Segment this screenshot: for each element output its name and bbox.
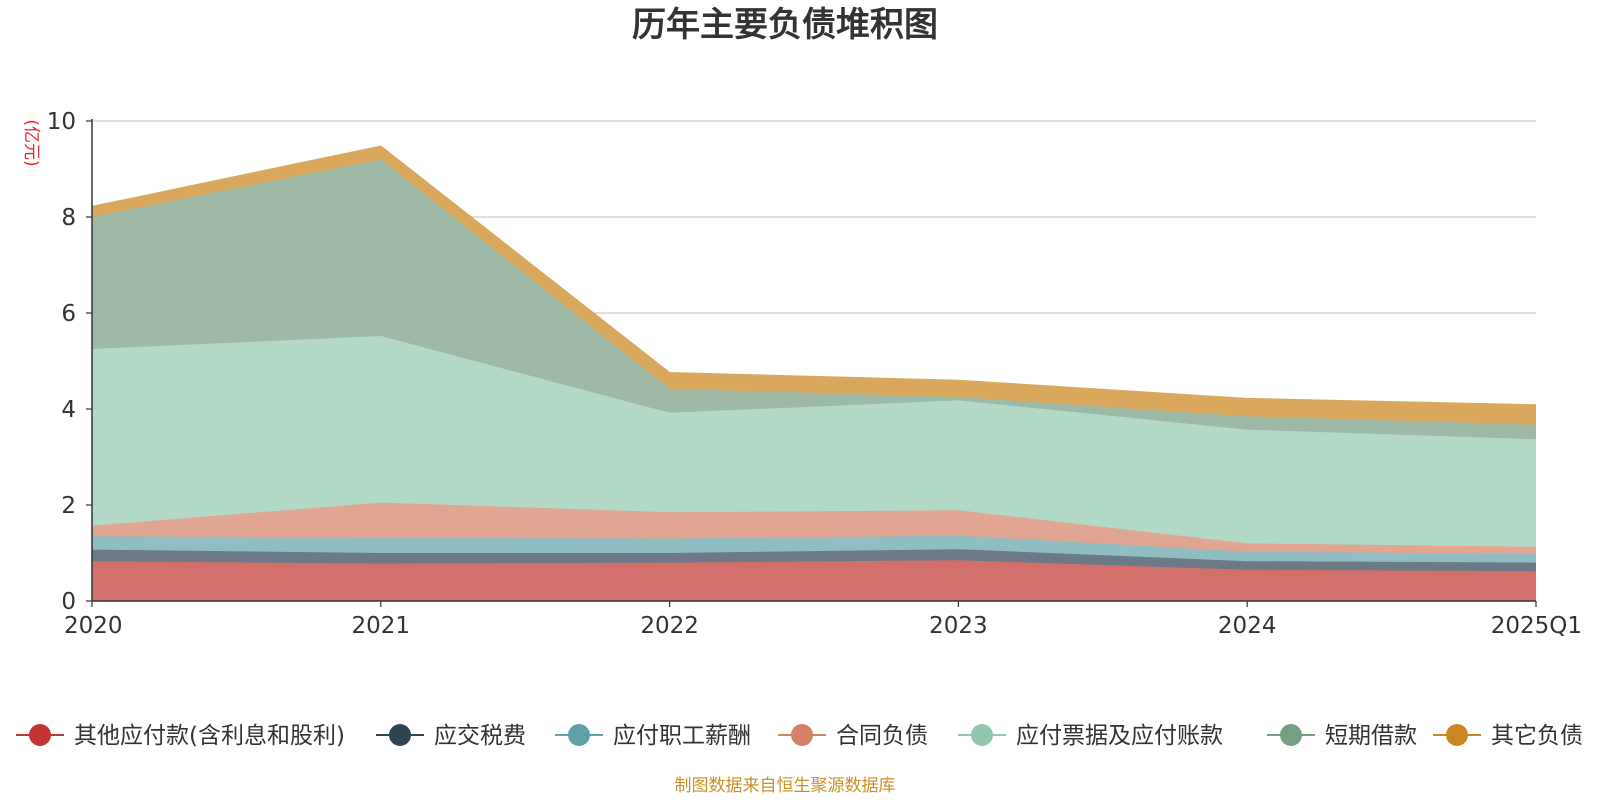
x-tick-label: 2025Q1 <box>1491 613 1582 639</box>
legend-item-5[interactable]: 应付票据及应付账款 <box>958 723 1223 749</box>
x-tick-label: 2023 <box>929 613 988 639</box>
legend-label: 其他应付款(含利息和股利) <box>74 723 345 749</box>
legend-circle-icon <box>1446 724 1468 746</box>
legend-label: 应付职工薪酬 <box>613 723 751 749</box>
legend-circle-icon <box>791 724 813 746</box>
y-tick-labels: 0 2 4 6 8 10 <box>47 109 76 615</box>
area-series-group <box>91 145 1537 601</box>
legend-label: 其它负债 <box>1491 723 1583 749</box>
area-series-6 <box>92 159 1536 440</box>
y-tick-label: 2 <box>61 493 76 519</box>
area-series-4 <box>92 502 1536 554</box>
legend-label: 短期借款 <box>1325 723 1417 749</box>
legend-label: 应付票据及应付账款 <box>1016 723 1223 749</box>
data-source-note: 制图数据来自恒生聚源数据库 <box>675 776 896 796</box>
legend-item-2[interactable]: 应交税费 <box>376 723 526 749</box>
y-tick-label: 6 <box>61 301 76 327</box>
legend-item-7[interactable]: 其它负债 <box>1433 723 1583 749</box>
x-tick-labels: 2020 2021 2022 2023 2024 2025Q1 <box>64 613 1582 639</box>
legend-item-1[interactable]: 其他应付款(含利息和股利) <box>16 723 345 749</box>
legend-circle-icon <box>1280 724 1302 746</box>
area-series-7 <box>92 146 1536 425</box>
legend-item-6[interactable]: 短期借款 <box>1267 723 1417 749</box>
x-tick-label: 2022 <box>640 613 699 639</box>
y-axis-unit-label: (亿元) <box>21 119 41 166</box>
legend-circle-icon <box>971 724 993 746</box>
legend-circle-icon <box>568 724 590 746</box>
legend-circle-icon <box>389 724 411 746</box>
x-tick-label: 2021 <box>352 613 411 639</box>
area-series-5 <box>92 336 1536 547</box>
legend-item-3[interactable]: 应付职工薪酬 <box>555 723 751 749</box>
legend-circle-icon <box>29 724 51 746</box>
x-tick-label: 2020 <box>64 613 123 639</box>
legend-label: 应交税费 <box>434 723 526 749</box>
area-series-3 <box>92 535 1536 563</box>
x-tick-label: 2024 <box>1218 613 1277 639</box>
y-tick-label: 0 <box>61 589 76 615</box>
legend[interactable]: 其他应付款(含利息和股利) 应交税费 应付职工薪酬 合同负债 应付票据及应付账款 短期借款… <box>16 723 1583 749</box>
area-series-7-line <box>91 145 1537 406</box>
y-tick-label: 8 <box>61 205 76 231</box>
legend-label: 合同负债 <box>836 723 928 749</box>
area-series-2 <box>92 549 1536 572</box>
chart-title: 历年主要负债堆积图 <box>632 5 938 45</box>
y-tick-label: 4 <box>61 397 76 423</box>
axes <box>91 119 1537 607</box>
area-series-1 <box>92 560 1536 601</box>
legend-item-4[interactable]: 合同负债 <box>778 723 928 749</box>
y-tick-label: 10 <box>47 109 76 135</box>
